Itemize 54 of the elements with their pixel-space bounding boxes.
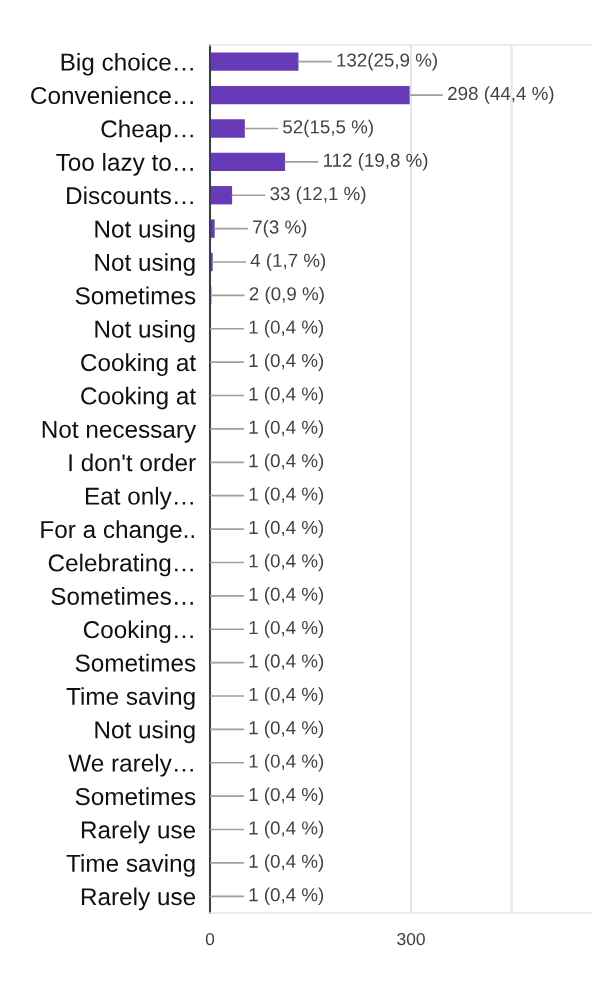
data-label: 1 (0,4 %) <box>249 620 324 638</box>
y-tick-label: Not using <box>95 219 195 243</box>
data-label: 52(15,5 %) <box>283 119 373 138</box>
y-tick-label: Celebrating… <box>48 553 193 577</box>
data-label: 1 (0,4 %) <box>249 486 324 505</box>
y-tick-label: Convenience… <box>31 86 193 105</box>
data-label: 1 (0,4 %) <box>249 720 324 739</box>
data-label: 1 (0,4 %) <box>249 854 324 872</box>
x-tick-label: 0 <box>205 932 215 946</box>
data-label: 1 (0,4 %) <box>249 420 324 438</box>
y-tick-label: Time saving <box>66 687 195 710</box>
y-tick-label: Sometimes <box>75 787 196 806</box>
y-tick-label: We rarely… <box>68 753 193 777</box>
y-tick-label: Sometimes… <box>51 587 193 605</box>
data-label: 1 (0,4 %) <box>249 787 324 805</box>
data-label: 1 (0,4 %) <box>249 553 324 572</box>
data-label: 1 (0,4 %) <box>249 453 324 472</box>
data-label: 1 (0,4 %) <box>249 386 324 405</box>
y-tick-label: Cheap… <box>101 119 193 143</box>
data-label: 1 (0,4 %) <box>249 820 324 839</box>
y-tick-label: Rarely use <box>81 820 196 844</box>
y-tick-label: Rarely use <box>81 887 196 911</box>
y-tick-label: Big choice… <box>61 52 193 76</box>
data-label: 4 (1,7 %) <box>250 253 326 271</box>
data-label: 1 (0,4 %) <box>249 353 324 371</box>
y-tick-label: I don't order <box>69 453 196 472</box>
data-label: 2 (0,9 %) <box>249 286 324 305</box>
y-tick-label: For a change.. <box>41 520 194 543</box>
y-tick-label: Sometimes <box>75 653 196 672</box>
y-tick-label: Cooking… <box>83 620 193 644</box>
y-tick-label: Sometimes <box>75 286 196 305</box>
data-label: 112 (19,8 %) <box>323 153 428 171</box>
y-tick-label: Eat only… <box>85 486 193 510</box>
y-tick-label: Time saving <box>66 854 195 877</box>
y-tick-label: Cooking at <box>81 386 196 410</box>
y-tick-label: Too lazy to… <box>56 153 193 176</box>
data-label: 1 (0,4 %) <box>249 520 324 538</box>
x-tick-label: 300 <box>397 932 425 946</box>
data-label: 1 (0,4 %) <box>249 320 324 338</box>
data-label: 298 (44,4 %) <box>448 86 554 104</box>
y-tick-label: Cooking at <box>81 353 196 376</box>
data-label: 1 (0,4 %) <box>249 887 324 906</box>
data-label: 1 (0,4 %) <box>249 754 324 772</box>
y-tick-label: Not necessary <box>42 421 197 443</box>
data-label: 1 (0,4 %) <box>249 587 324 605</box>
data-label: 1 (0,4 %) <box>249 653 324 672</box>
data-label: 1 (0,4 %) <box>249 687 324 705</box>
y-tick-label: Not using <box>95 319 195 343</box>
y-tick-label: Discounts… <box>67 186 193 205</box>
y-tick-label: Not using <box>95 720 195 744</box>
y-tick-label: Not using <box>95 253 195 276</box>
data-label: 132(25,9 %) <box>337 52 437 71</box>
data-label: 7(3 %) <box>253 219 307 238</box>
data-label: 33 (12,1 %) <box>270 186 366 204</box>
